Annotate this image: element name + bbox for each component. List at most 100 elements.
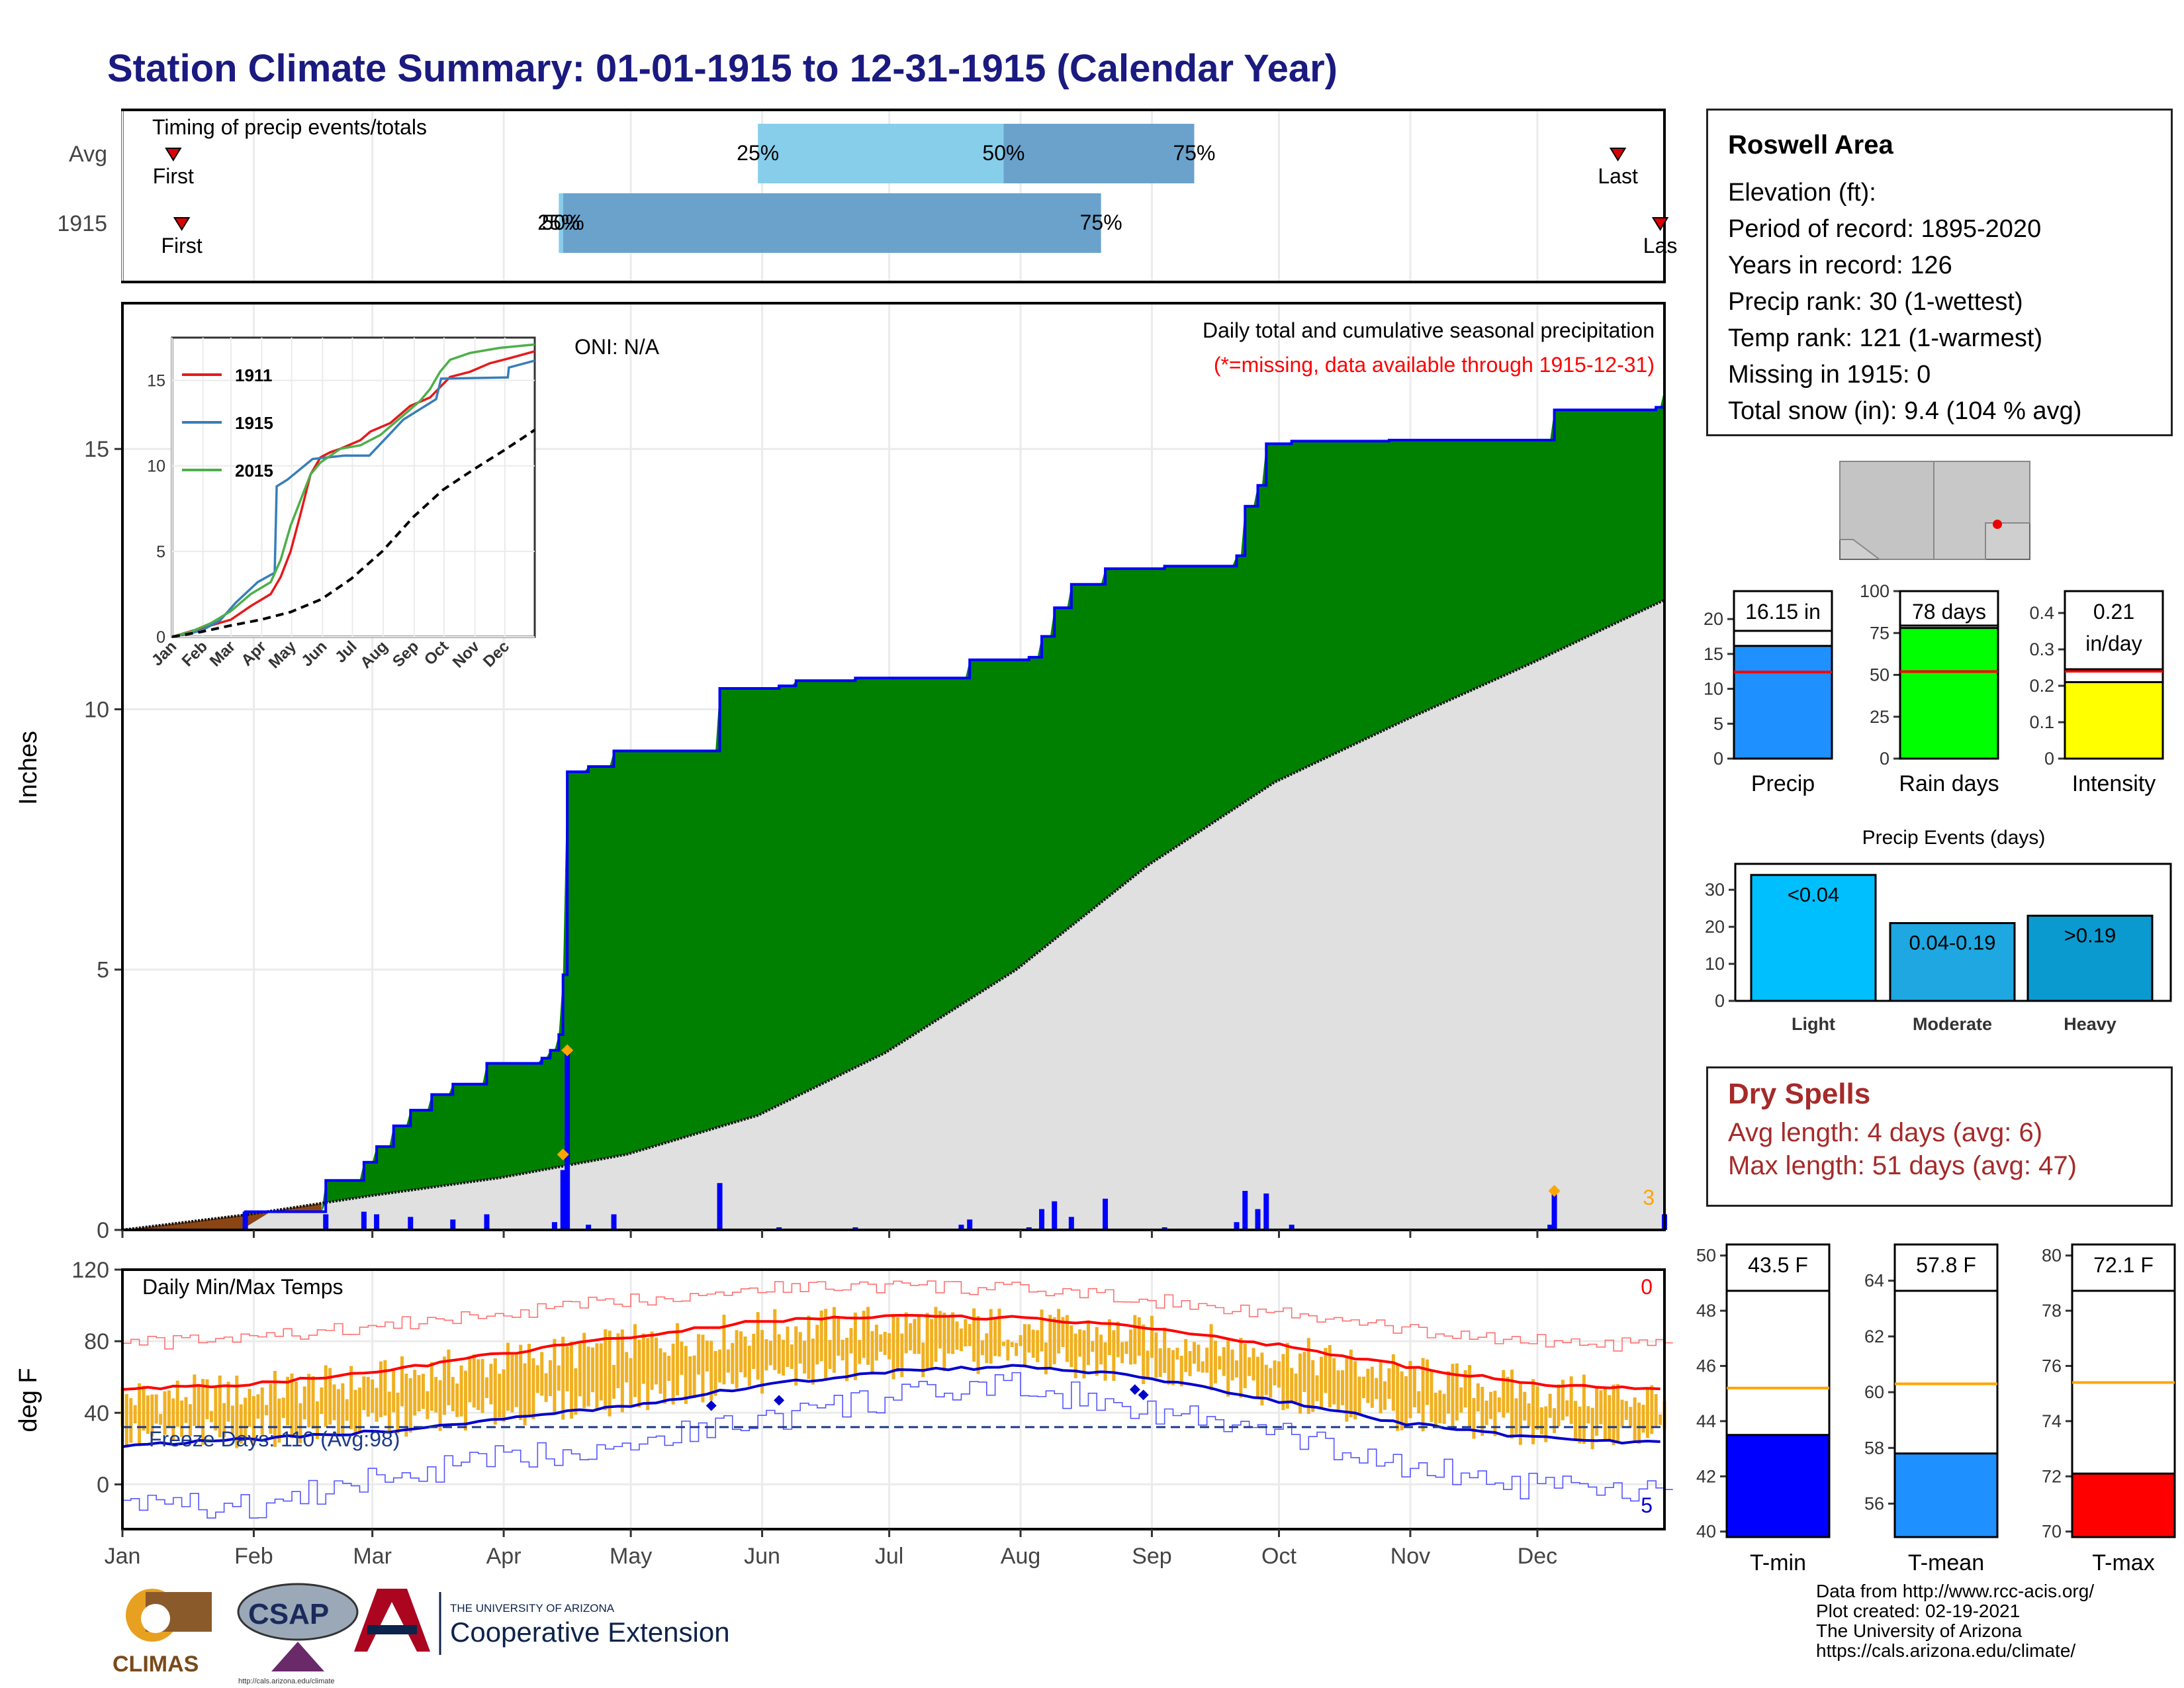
timing-bar-lower <box>758 124 1004 183</box>
summary-tick-label: 0.2 <box>2029 676 2054 696</box>
daily-temp-bar <box>1311 1360 1315 1412</box>
daily-temp-bar <box>251 1396 255 1446</box>
summary-value-bar <box>2071 1472 2176 1538</box>
oni-label: ONI: N/A <box>574 335 660 359</box>
daily-temp-bar <box>1146 1350 1150 1379</box>
precip-events-chart: Precip Events (days) 0 10 20 30 <0.04 Light 0.0… <box>1705 827 2172 1034</box>
summary-tick-label: 20 <box>1704 609 1723 629</box>
daily-temp-bar <box>849 1328 853 1354</box>
daily-temp-bar <box>718 1349 722 1383</box>
daily-temp-bar <box>1535 1386 1539 1430</box>
daily-precip-bar <box>717 1183 723 1230</box>
daily-temp-bar <box>904 1312 908 1354</box>
summary-panel-label: Precip <box>1751 771 1815 796</box>
summary-value-bar <box>2064 681 2164 760</box>
summary-tick-label: 48 <box>1696 1301 1716 1321</box>
daily-temp-bar <box>129 1398 133 1443</box>
daily-temp-bar <box>1082 1330 1086 1379</box>
inset-series-line <box>171 350 535 638</box>
daily-temp-bar <box>1171 1350 1175 1385</box>
timing-row-label: Avg <box>69 142 107 167</box>
daily-temp-bar <box>1455 1363 1459 1421</box>
daily-temp-bar <box>1366 1368 1370 1403</box>
summary-tick-label: 58 <box>1864 1438 1884 1458</box>
daily-temp-bar <box>900 1333 904 1378</box>
daily-temp-bar <box>1226 1338 1230 1397</box>
daily-temp-bar <box>964 1319 968 1346</box>
daily-temp-bar <box>1565 1400 1569 1417</box>
credit-line: https://cals.arizona.edu/climate/ <box>1816 1640 2076 1661</box>
daily-temp-bar <box>1222 1347 1226 1376</box>
daily-temp-bar <box>1527 1403 1531 1427</box>
daily-temp-bar <box>451 1377 455 1411</box>
daily-temp-bar <box>379 1361 383 1417</box>
daily-temp-bar <box>171 1398 175 1441</box>
daily-temp-bar <box>599 1343 603 1401</box>
daily-temp-bar <box>349 1366 353 1430</box>
daily-temp-bar <box>1426 1359 1430 1405</box>
daily-temp-bar <box>307 1374 311 1428</box>
daily-temp-bar <box>1645 1388 1649 1438</box>
daily-temp-bar <box>1078 1329 1082 1357</box>
daily-temp-bar <box>1599 1390 1603 1425</box>
station-info-box: Roswell Area Elevation (ft): Period of r… <box>1706 109 2173 436</box>
daily-temp-bar <box>625 1352 629 1383</box>
daily-temp-bar <box>1633 1397 1637 1441</box>
summary-tick-label: 100 <box>1860 581 1889 601</box>
timing-p50-label: 50% <box>542 211 584 234</box>
page-title: Station Climate Summary: 01-01-1915 to 1… <box>107 47 1338 90</box>
temp-marker <box>1138 1389 1149 1401</box>
daily-temp-bar <box>1031 1329 1035 1358</box>
daily-temp-bar <box>1112 1330 1116 1382</box>
daily-temp-bar <box>1001 1341 1005 1346</box>
temp-marker <box>774 1395 785 1406</box>
x-tick-label: Apr <box>486 1544 522 1569</box>
daily-temp-bar <box>1027 1324 1031 1353</box>
daily-temp-bar <box>535 1365 539 1393</box>
daily-temp-bar <box>1264 1364 1268 1395</box>
daily-temp-bar <box>1654 1394 1658 1428</box>
csap-text: CSAP <box>248 1598 329 1630</box>
map-state-east <box>1933 461 2030 560</box>
daily-temp-bar <box>655 1337 659 1385</box>
daily-temp-bar <box>930 1319 934 1369</box>
daily-temp-bar <box>633 1324 637 1397</box>
daily-temp-bar <box>345 1399 349 1421</box>
daily-temp-bar <box>1044 1342 1048 1375</box>
daily-temp-bar <box>468 1358 472 1403</box>
y-tick-label: 80 <box>84 1329 109 1354</box>
summary-panel-label: T-max <box>2092 1550 2154 1575</box>
daily-temp-bar <box>828 1340 832 1370</box>
daily-temp-bar <box>811 1338 815 1385</box>
daily-temp-bar <box>1086 1320 1090 1366</box>
ua-small-text: THE UNIVERSITY OF ARIZONA <box>450 1602 615 1615</box>
summary-panel-label: Rain days <box>1899 771 1999 796</box>
daily-temp-bar <box>646 1338 650 1411</box>
daily-temp-bar <box>1099 1335 1103 1365</box>
daily-temp-bar <box>608 1331 612 1417</box>
daily-temp-bar <box>819 1310 823 1362</box>
events-tick-label: 10 <box>1705 954 1725 974</box>
station-info-line: Total snow (in): 9.4 (104 % avg) <box>1728 397 2082 425</box>
daily-temp-bar <box>1184 1338 1188 1372</box>
daily-temp-bar <box>1506 1376 1510 1413</box>
daily-temp-bar <box>1650 1385 1654 1434</box>
daily-temp-bar <box>286 1376 290 1426</box>
daily-temp-bar <box>1497 1397 1501 1413</box>
daily-precip-bar <box>1068 1217 1074 1230</box>
daily-temp-bar <box>235 1376 239 1448</box>
daily-temp-bar <box>582 1333 586 1409</box>
daily-temp-bar <box>747 1345 751 1386</box>
daily-temp-bar <box>616 1333 620 1389</box>
daily-temp-bar <box>815 1325 819 1365</box>
events-category-label: Moderate <box>1913 1014 1992 1034</box>
daily-temp-bar <box>1320 1356 1324 1409</box>
daily-temp-bar <box>184 1397 188 1423</box>
first-marker <box>173 217 191 231</box>
daily-temp-bar <box>1345 1358 1349 1422</box>
daily-temp-bar <box>1201 1361 1205 1373</box>
inset-series-line <box>171 428 536 638</box>
summary-tick-label: 0 <box>2044 749 2054 769</box>
daily-precip-bar <box>560 1170 566 1230</box>
daily-temp-bar <box>455 1383 459 1417</box>
